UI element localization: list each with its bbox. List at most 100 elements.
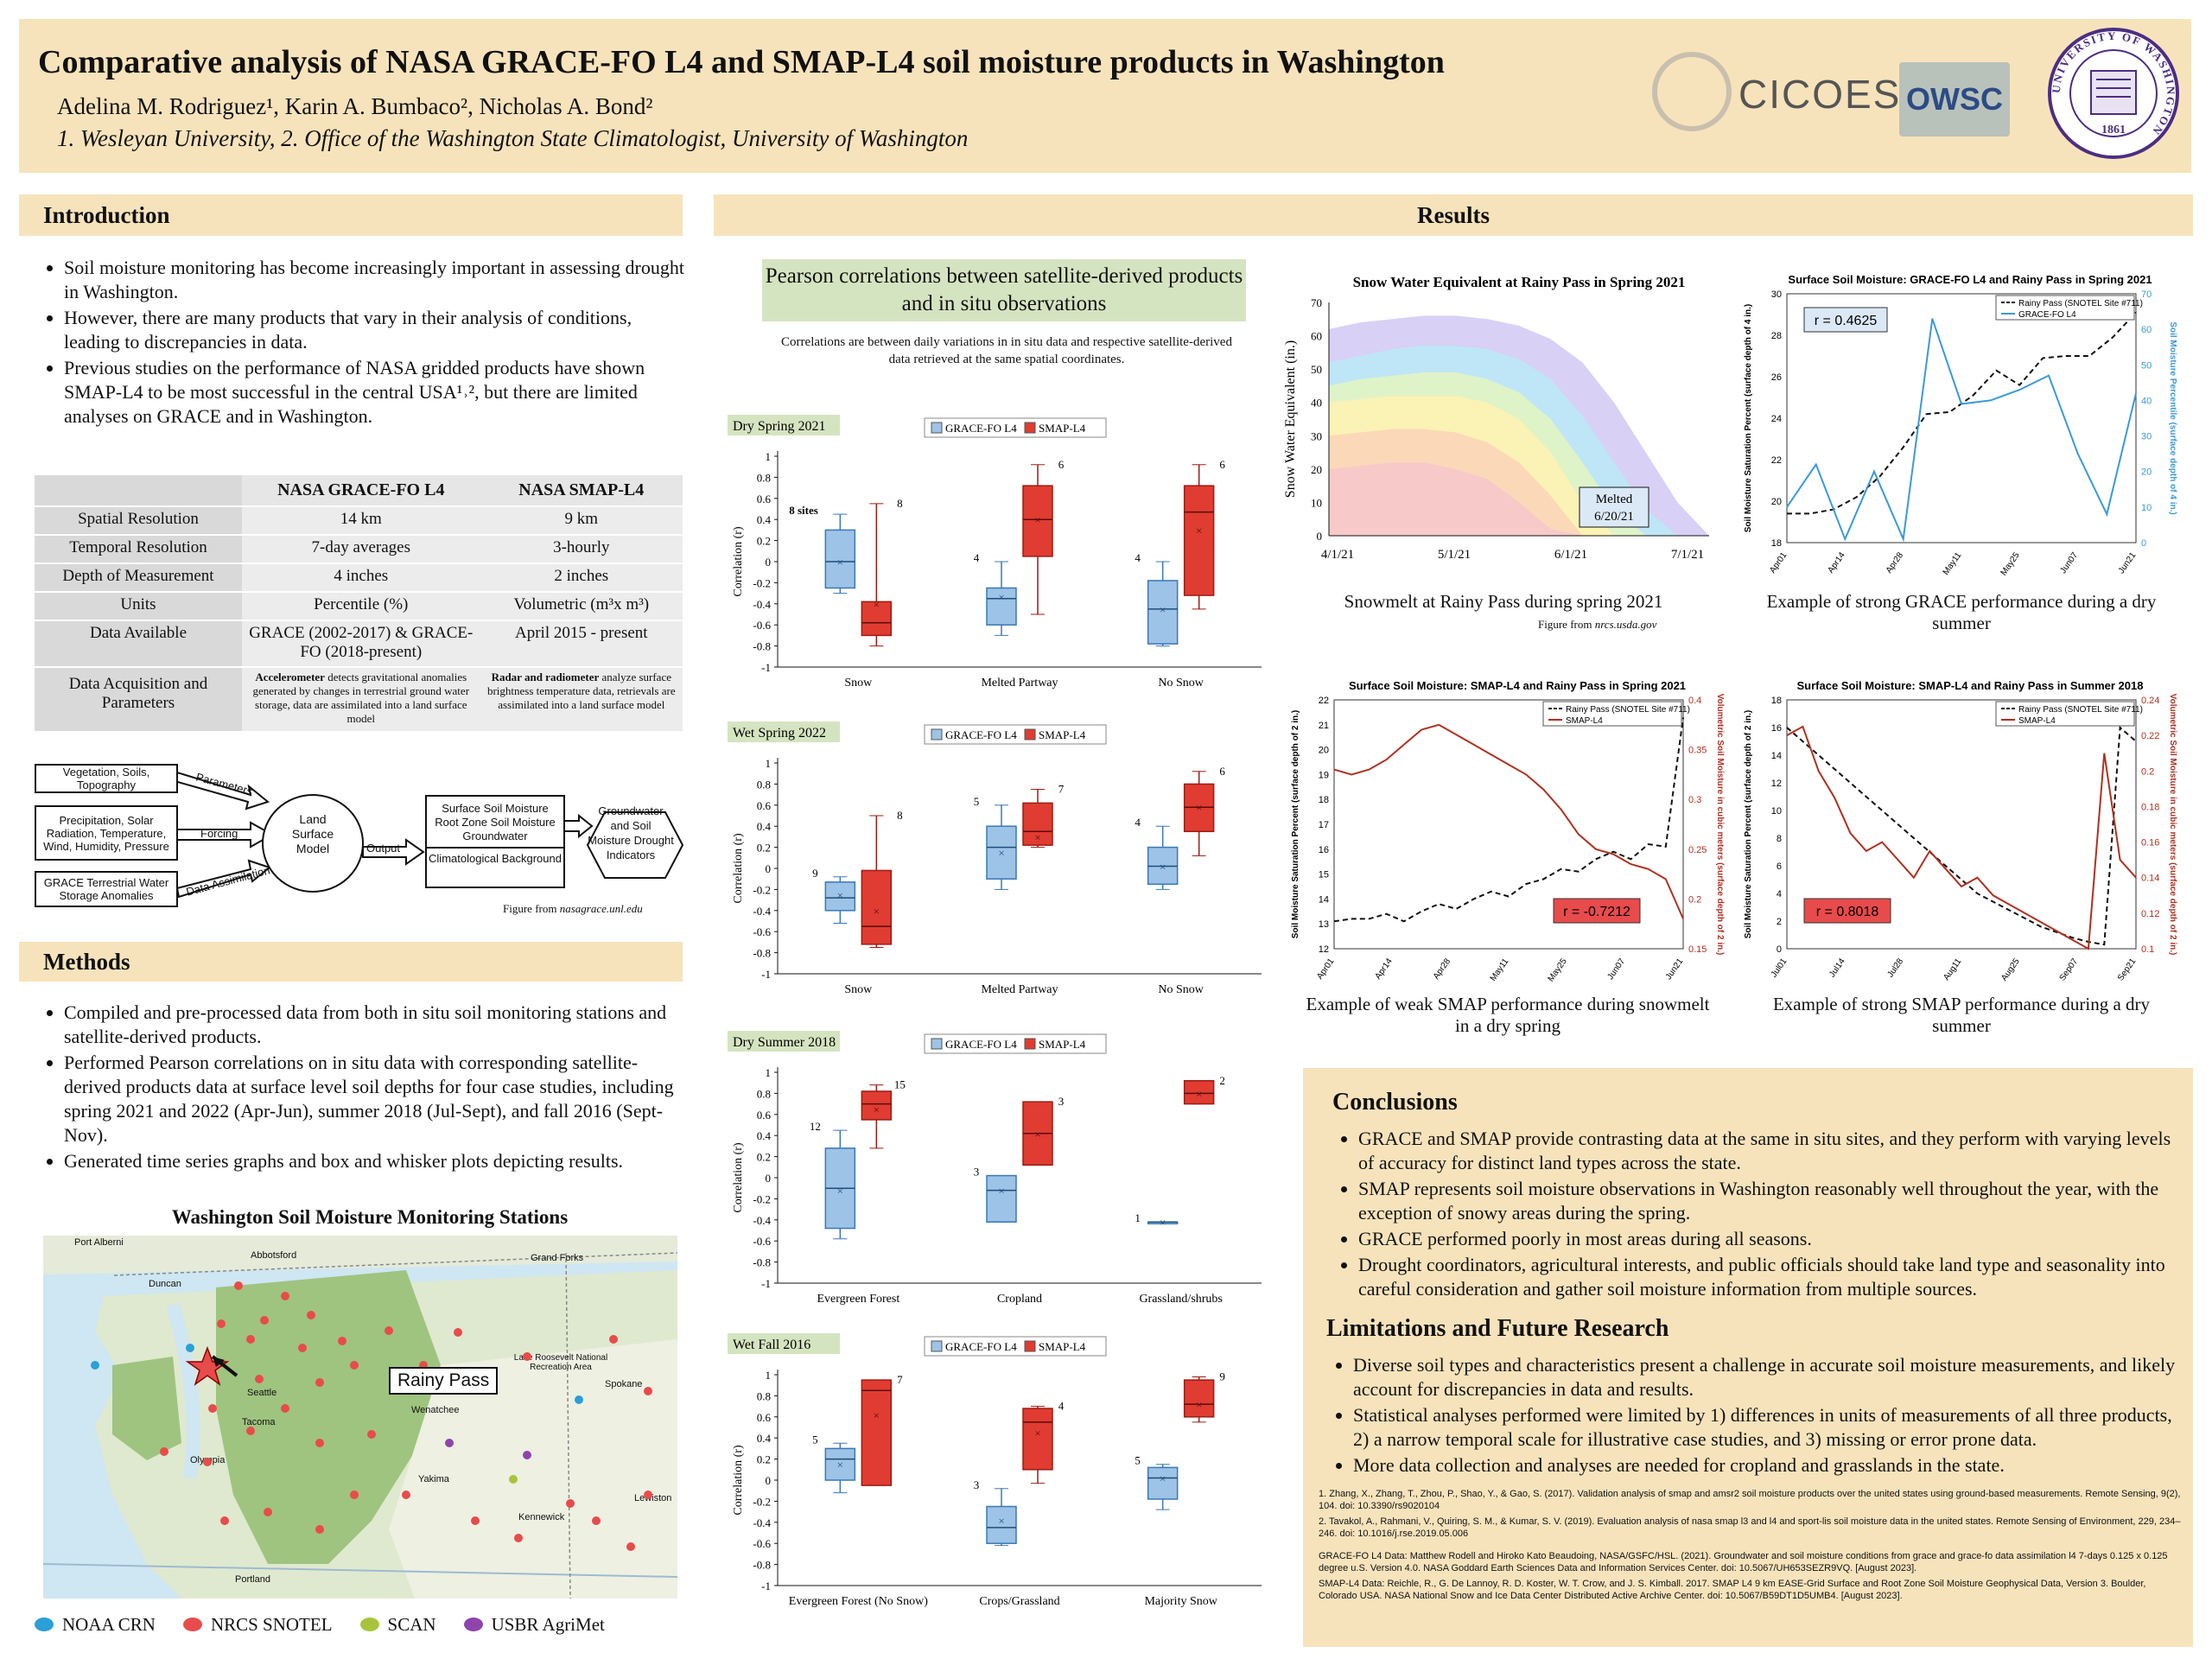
box-count-label: 12 (810, 1120, 821, 1133)
y-tick-label: 0.2 (757, 842, 771, 855)
flow-label-forcing: Forcing (200, 827, 238, 840)
legend-label-satellite: SMAP-L4 (1566, 716, 1603, 726)
y-tick-label: 20 (1311, 463, 1322, 476)
chart-legend (924, 1033, 1107, 1054)
x-tick-label: Apr01 (1315, 957, 1337, 982)
x-tick-label: 5/1/21 (1438, 548, 1471, 562)
legend-label-insitu: Rainy Pass (SNOTEL Site #711) (1566, 705, 1690, 715)
x-tick-label: Jun07 (2058, 550, 2080, 575)
y-tick-label: -0.4 (753, 1516, 771, 1529)
station-marker (367, 1430, 376, 1439)
swe-credit: Figure from nrcs.usda.gov (1538, 618, 1657, 631)
map-label: Spokane (605, 1379, 643, 1389)
x-tick-label: May11 (1942, 550, 1964, 577)
station-marker (338, 1337, 346, 1345)
box-count-label: 4 (1058, 1400, 1065, 1413)
box-mean-marker: × (1034, 830, 1040, 843)
flow-label-output: Output (366, 842, 401, 855)
x-tick-label: Jun21 (2117, 550, 2139, 575)
box (1183, 485, 1215, 596)
swe-chart: Snow Water Equivalent at Rainy Pass in S… (1283, 274, 1709, 562)
box (986, 1174, 1017, 1223)
box-count-label: 4 (1135, 816, 1141, 829)
y-tick-label: 24 (1771, 414, 1782, 424)
x-tick-label: Sep21 (2116, 957, 2139, 982)
x-tick-label: Sep07 (2058, 957, 2081, 982)
flow-input-forcing: Precipitation, Solar Radiation, Temperat… (35, 805, 178, 861)
list-item: GRACE performed poorly in most areas dur… (1358, 1227, 2186, 1251)
box-mean-marker: × (874, 1408, 880, 1421)
legend-swatch-grace (931, 422, 943, 434)
y-axis-label: Correlation (r) (732, 526, 745, 597)
map-label: Kennewick (518, 1512, 565, 1522)
conclusions-heading: Conclusions (1332, 1089, 1458, 1116)
flow-input-grace: GRACE Terrestrial Water Storage Anomalie… (35, 871, 178, 907)
box (986, 825, 1017, 880)
station-marker (315, 1378, 324, 1387)
legend-swatch-grace (931, 1038, 943, 1050)
station-marker (592, 1516, 601, 1525)
melted-annotation-date: 6/20/21 (1594, 510, 1634, 524)
y-tick-label: -0.8 (753, 640, 771, 653)
y-tick-label: 26 (1771, 372, 1782, 383)
box-count-label: 7 (897, 1373, 903, 1386)
rainy-pass-star-icon (185, 1345, 230, 1386)
y-tick-label: -0.6 (753, 925, 771, 938)
y-tick-label: -1 (761, 661, 771, 674)
station-marker (509, 1475, 518, 1484)
map-label: Port Alberni (74, 1237, 124, 1248)
map-label: Wenatchee (411, 1405, 460, 1415)
legend-label-smap: SMAP-L4 (1039, 1340, 1086, 1353)
y-tick-label: 15 (1319, 870, 1329, 880)
references: 1. Zhang, X., Zhang, T., Zhou, P., Shao,… (1319, 1488, 2183, 1602)
x-category-label: Crops/Grassland (979, 1595, 1059, 1608)
poster-authors: Adelina M. Rodriguez¹, Karin A. Bumbaco²… (57, 93, 653, 119)
y-tick-label: 0.8 (757, 1087, 771, 1100)
box-mean-marker: × (1160, 1216, 1166, 1229)
station-marker (220, 1516, 229, 1525)
station-marker (644, 1387, 652, 1395)
legend-label-grace: GRACE-FO L4 (945, 422, 1017, 435)
y-tick-label: 19 (1319, 770, 1329, 780)
station-map (43, 1236, 677, 1599)
table-col-grace: NASA GRACE-FO L4 (242, 475, 480, 506)
limitations-list: Diverse soil types and characteristics p… (1308, 1353, 2186, 1479)
x-tick-label: Apr28 (1432, 957, 1453, 982)
x-category-label: Evergreen Forest (817, 1293, 899, 1306)
list-item: Soil moisture monitoring has become incr… (64, 256, 684, 304)
scan-icon (359, 1618, 379, 1631)
box (861, 869, 893, 945)
y-tick-label: 21 (1319, 721, 1329, 731)
x-tick-label: Jul01 (1770, 957, 1789, 979)
reference-item: GRACE-FO L4 Data: Matthew Rodell and Hir… (1319, 1551, 2168, 1573)
y-tick-label: -0.2 (753, 1192, 771, 1205)
reference-item: 1. Zhang, X., Zhang, T., Zhou, P., Shao,… (1319, 1489, 2181, 1511)
legend-item: SCAN (359, 1614, 436, 1636)
box-mean-marker: × (837, 1185, 843, 1198)
y-tick-label: 16 (1771, 723, 1782, 734)
satellite-series-line (1786, 725, 2137, 950)
y-tick-label: -0.2 (753, 1495, 771, 1508)
flow-outputs-box: Surface Soil Moisture Root Zone Soil Moi… (425, 795, 565, 888)
box-mean-marker: × (998, 1185, 1004, 1198)
map-label: Seattle (247, 1388, 277, 1398)
y-tick-label: -1 (761, 968, 771, 981)
smap-summer-caption: Example of strong SMAP performance durin… (1772, 994, 2151, 1036)
box (986, 587, 1017, 626)
box-mean-marker: × (837, 889, 843, 902)
chart-legend (1995, 701, 2135, 727)
x-tick-label: May11 (1489, 957, 1511, 983)
y-tick-label: 0.2 (757, 535, 771, 548)
y-tick-label: 0.6 (757, 493, 772, 505)
flow-output-rootzone: Root Zone Soil Moisture (435, 816, 556, 829)
legend-swatch-smap (1024, 1340, 1036, 1352)
x-tick-label: Aug11 (1942, 957, 1963, 982)
r-value-box (1553, 898, 1641, 924)
y-tick-label: 30 (1311, 429, 1322, 442)
box-mean-marker: × (874, 598, 880, 611)
x-tick-label: May25 (1547, 957, 1569, 983)
plot-area (1786, 293, 2137, 543)
box-mean-marker: × (874, 905, 880, 918)
chart-title: Wet Spring 2022 (733, 726, 826, 741)
box-count-label: 8 (897, 497, 903, 510)
